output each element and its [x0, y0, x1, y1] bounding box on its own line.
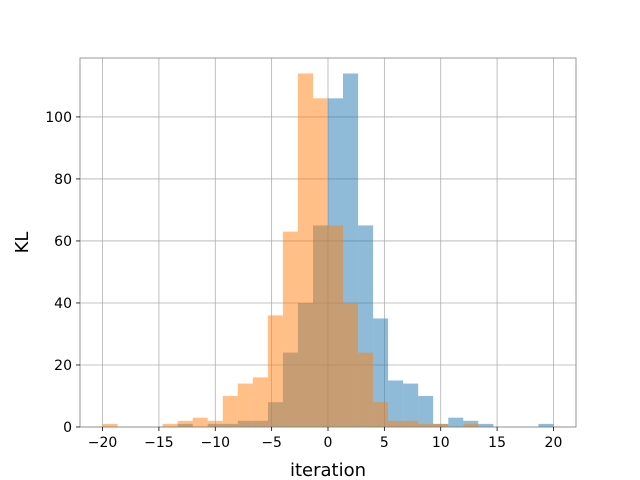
x-tick-label: 15: [488, 435, 506, 451]
x-tick-label: 5: [380, 435, 389, 451]
histogram-bar-series-2: [222, 395, 238, 427]
histogram-bar-series-2: [237, 383, 253, 427]
y-tick-label: 40: [54, 296, 72, 312]
histogram-bar-series-2: [328, 225, 343, 427]
y-tick-label: 100: [45, 110, 72, 126]
histogram-bar-series-2: [297, 73, 314, 427]
x-tick-label: −5: [261, 435, 282, 451]
y-tick-label: 60: [54, 234, 72, 250]
x-tick-label: −20: [88, 435, 118, 451]
histogram-bar-series-1: [448, 417, 464, 427]
histogram-bar-series-2: [252, 377, 268, 427]
y-tick-label: 0: [63, 420, 72, 436]
histogram-bar-series-2: [313, 98, 328, 428]
histogram-bar-series-2: [192, 417, 208, 427]
y-axis-ticks: 0 20 40 60 80 100: [45, 110, 80, 436]
histogram-bar-series-2: [403, 420, 419, 427]
histogram-bar-series-2: [433, 423, 449, 427]
histogram-bars: [102, 73, 554, 428]
x-axis-ticks: −20 −15 −10 −5 0 5 10 15 20: [88, 427, 563, 451]
histogram-bar-series-2: [388, 420, 404, 427]
histogram-bar-series-2: [162, 423, 178, 427]
histogram-bar-series-2: [282, 231, 298, 427]
x-axis-label: iteration: [290, 460, 366, 480]
histogram-bar-series-1: [388, 380, 404, 427]
histogram-bar-series-2: [267, 315, 283, 427]
histogram-bar-series-2: [418, 423, 434, 427]
y-tick-label: 80: [54, 172, 72, 188]
histogram-bar-series-1: [403, 383, 419, 427]
histogram-bar-series-1: [418, 395, 434, 427]
histogram-bar-series-2: [207, 420, 223, 427]
x-tick-label: 20: [545, 435, 563, 451]
x-tick-label: −10: [200, 435, 230, 451]
x-tick-label: −15: [144, 435, 174, 451]
histogram-bar-series-2: [342, 302, 359, 427]
histogram-bar-series-2: [463, 423, 479, 427]
histogram-bar-series-2: [358, 352, 374, 427]
x-tick-label: 10: [432, 435, 450, 451]
histogram-bar-series-2: [177, 420, 193, 427]
histogram-bar-series-1: [538, 423, 554, 427]
x-tick-label: 0: [324, 435, 333, 451]
histogram-bar-series-1: [373, 318, 389, 427]
y-axis-label: KL: [12, 232, 33, 254]
histogram-bar-series-1: [478, 423, 494, 427]
histogram-bar-series-2: [102, 423, 118, 427]
y-tick-label: 20: [54, 358, 72, 374]
histogram-bar-series-2: [373, 402, 389, 427]
